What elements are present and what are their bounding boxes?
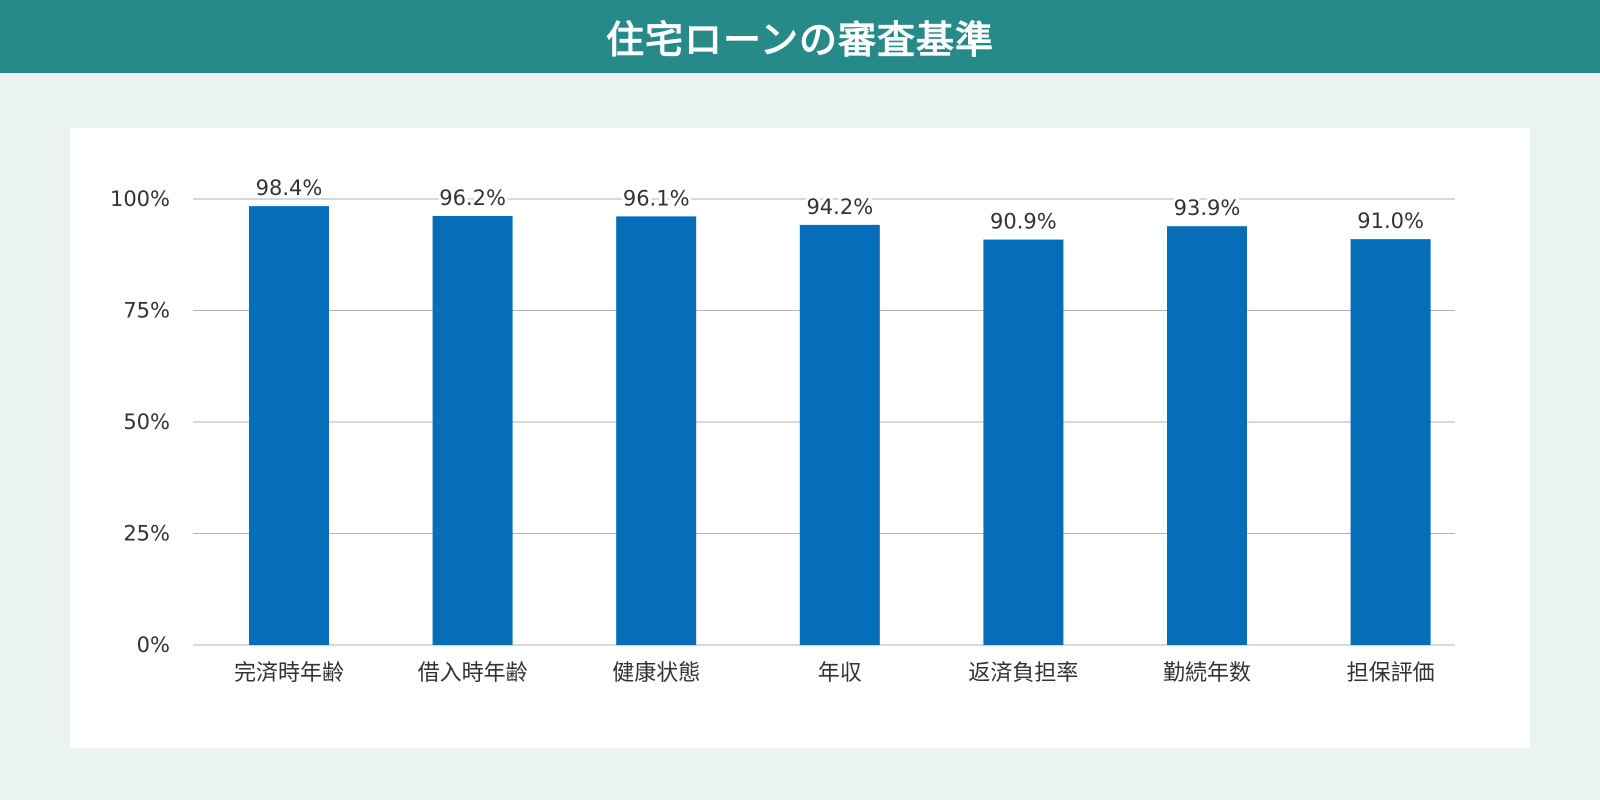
y-tick-label: 0% <box>137 633 170 657</box>
header-bar: 住宅ローンの審査基準 <box>0 0 1600 73</box>
data-label: 98.4% <box>256 176 323 200</box>
bar <box>432 215 513 645</box>
bar-chart: 0% 25% 50% 75% 100% 98.4% 完済時年齢 96.2% 借入時年齢 96.1%… <box>110 173 1455 686</box>
bar <box>616 216 697 646</box>
x-tick-label: 借入時年齢 <box>418 661 528 686</box>
x-tick-label: 返済負担率 <box>968 661 1078 686</box>
y-tick-label: 25% <box>123 522 170 546</box>
page-title: 住宅ローンの審査基準 <box>605 18 995 62</box>
chart-panel: 0% 25% 50% 75% 100% 98.4% 完済時年齢 96.2% 借入時年齢 96.1%… <box>70 128 1530 748</box>
x-tick-label: 年収 <box>818 661 862 686</box>
data-label: 91.0% <box>1357 209 1424 233</box>
bar <box>1167 226 1247 645</box>
y-tick-label: 50% <box>123 410 170 434</box>
y-tick-label: 100% <box>110 187 170 211</box>
bar <box>799 224 880 646</box>
bar <box>983 239 1064 645</box>
bar <box>249 206 329 646</box>
bar <box>1350 239 1431 645</box>
data-label: 96.2% <box>439 186 506 210</box>
x-tick-label: 健康状態 <box>612 661 700 686</box>
x-tick-label: 担保評価 <box>1347 661 1435 686</box>
data-label: 90.9% <box>990 210 1057 234</box>
x-tick-label: 勤続年数 <box>1163 661 1251 686</box>
data-label: 93.9% <box>1174 196 1241 220</box>
data-label: 94.2% <box>806 195 873 219</box>
x-tick-label: 完済時年齢 <box>234 661 344 686</box>
y-tick-label: 75% <box>123 299 170 323</box>
data-label: 96.1% <box>623 186 690 210</box>
